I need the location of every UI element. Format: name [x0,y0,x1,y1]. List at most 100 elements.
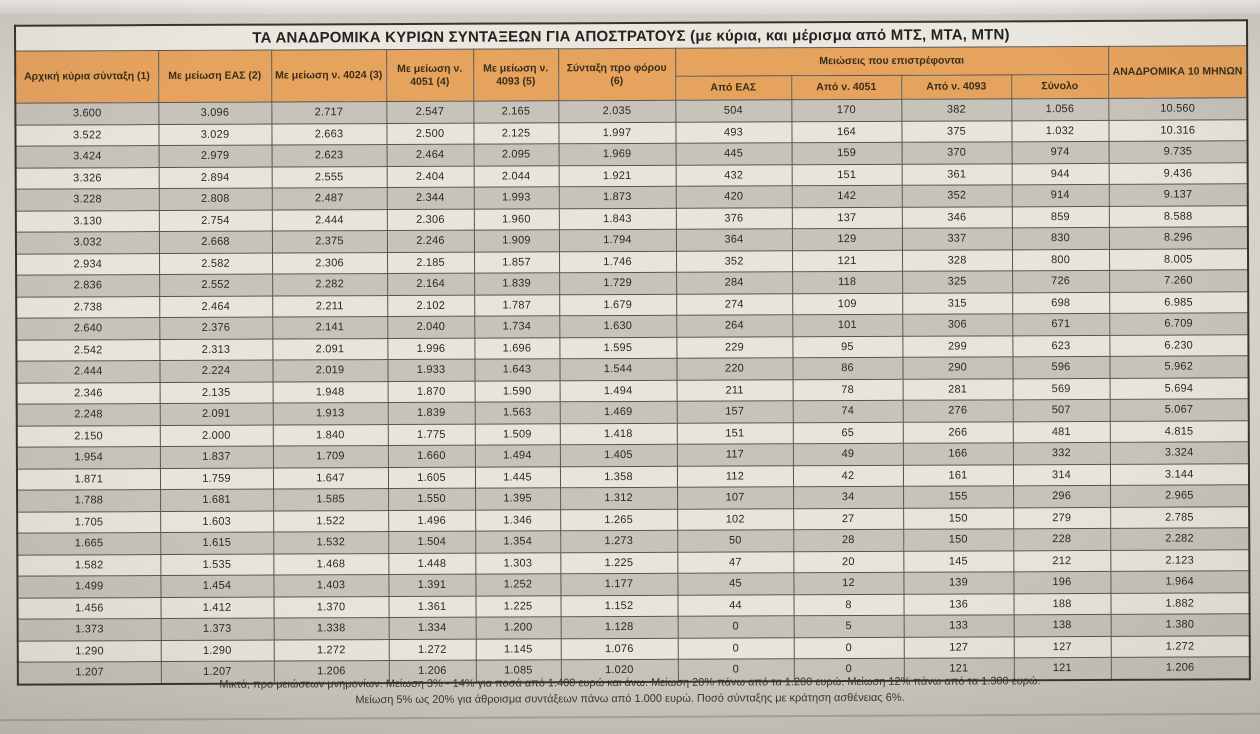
table-cell: 3.324 [1109,441,1249,464]
table-cell: 109 [792,292,903,315]
table-cell: 65 [792,421,903,444]
table-cell: 0 [793,636,904,659]
table-cell: 1.873 [558,186,676,209]
table-cell: 830 [1011,227,1109,250]
table-cell: 1.954 [16,446,160,469]
table-cell: 3.096 [158,102,272,125]
header-pretax-pension: Σύνταξη προ φόρου (6) [558,48,676,101]
table-cell: 151 [791,163,902,186]
table-cell: 274 [676,293,793,316]
table-cell: 1.303 [475,552,561,575]
table-cell: 145 [903,550,1014,573]
table-cell: 2.282 [1110,527,1250,550]
table-cell: 127 [903,636,1014,659]
table-cell: 3.424 [15,145,159,168]
table-cell: 2.979 [158,145,272,168]
table-cell: 432 [675,164,792,187]
table-cell: 155 [903,485,1014,508]
table-cell: 1.705 [17,511,161,534]
table-cell: 6.709 [1109,312,1249,335]
table-cell: 944 [1011,162,1109,185]
table-cell: 1.338 [273,617,389,640]
subheader-from-law-4093: Από ν. 4093 [901,74,1012,100]
table-cell: 2.000 [159,424,273,447]
table-cell: 1.857 [474,251,560,274]
table-cell: 314 [1012,463,1111,486]
table-cell: 220 [676,357,793,380]
table-cell: 800 [1011,248,1110,271]
table-cell: 504 [675,99,792,122]
table-cell: 2.123 [1110,549,1250,572]
table-cell: 4.815 [1109,420,1249,443]
table-cell: 2.808 [158,188,272,211]
table-cell: 2.836 [16,274,160,297]
table-cell: 2.444 [271,209,387,232]
table-cell: 1.494 [474,444,560,467]
table-cell: 27 [793,507,904,530]
table-cell: 2.185 [387,251,475,274]
table-cell: 698 [1012,291,1110,314]
table-cell: 1.582 [17,554,161,577]
table-cell: 139 [903,571,1014,594]
table-cell: 2.375 [271,230,388,253]
table-cell: 1.993 [473,186,559,209]
table-cell: 1.681 [160,489,274,512]
table-cell: 623 [1012,334,1110,357]
table-cell: 1.145 [475,638,561,661]
subheader-from-eas: Από ΕΑΣ [675,75,792,101]
table-cell: 166 [902,442,1013,465]
table-cell: 2.640 [16,317,160,340]
table-cell: 1.643 [474,358,560,381]
table-cell: 974 [1011,141,1109,164]
header-eas-reduction: Με μείωση ΕΑΣ (2) [158,50,272,103]
table-cell: 86 [792,357,903,380]
table-cell: 1.395 [475,487,561,510]
table-cell: 150 [903,507,1014,530]
table-cell: 507 [1012,399,1110,422]
pension-arrears-table: ΤΑ ΑΝΑΔΡΟΜΙΚΑ ΚΥΡΙΩΝ ΣΥΝΤΑΞΕΩΝ ΓΙΑ ΑΠΟΣΤ… [14,19,1251,686]
table-cell: 1.273 [560,530,678,553]
table-cell: 1.759 [159,467,274,490]
table-cell: 229 [676,336,793,359]
table-cell: 337 [901,227,1012,250]
table-cell: 1.843 [558,207,676,230]
table-cell: 170 [791,99,902,122]
table-cell: 12 [793,572,904,595]
table-cell: 196 [1013,571,1111,594]
table-cell: 1.788 [17,489,161,512]
table-cell: 1.468 [273,553,389,576]
table-cell: 2.344 [386,187,474,210]
table-cell: 1.837 [159,446,273,469]
table-cell: 2.091 [272,338,388,361]
table-cell: 481 [1012,420,1110,443]
table-cell: 2.623 [271,144,387,167]
table-cell: 49 [792,443,903,466]
table-cell: 1.948 [272,381,388,404]
table-cell: 107 [677,486,794,509]
table-cell: 1.794 [558,229,676,252]
table-cell: 1.177 [560,573,678,596]
table-cell: 1.391 [388,574,476,597]
table-cell: 228 [1013,528,1111,551]
table-cell: 136 [903,593,1014,616]
table-cell: 50 [677,529,794,552]
header-initial-pension: Αρχική κύρια σύνταξη (1) [15,50,159,104]
table-cell: 569 [1012,377,1110,400]
table-cell: 376 [675,207,792,230]
table-cell: 47 [677,551,794,574]
table-cell: 164 [791,120,902,143]
table-cell: 493 [675,121,792,144]
table-cell: 3.032 [15,231,160,254]
table-cell: 1.746 [558,250,677,273]
table-cell: 1.152 [560,594,678,617]
table-cell: 2.404 [386,165,474,188]
table-cell: 44 [677,594,794,617]
table-cell: 1.734 [474,315,560,338]
table-cell: 1.679 [559,293,677,316]
table-cell: 150 [903,528,1014,551]
table-cell: 1.252 [475,573,561,596]
table-cell: 20 [793,550,904,573]
table-cell: 95 [792,335,903,358]
table-cell: 2.282 [272,273,388,296]
table-cell: 2.313 [159,338,273,361]
